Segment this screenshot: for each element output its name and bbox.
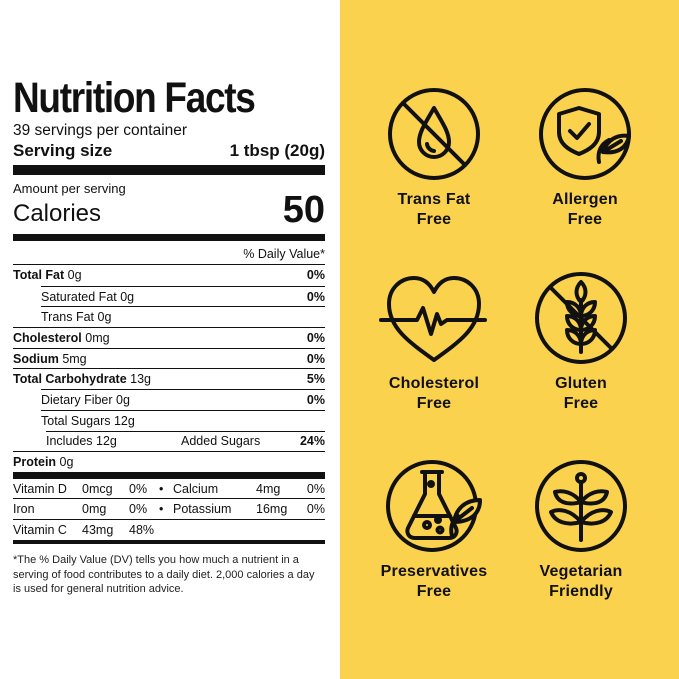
nutrient-row-trans-fat: Trans Fat 0g [41, 306, 325, 327]
badge-line2: Free [416, 211, 452, 228]
nutrition-facts-label: Nutrition Facts 39 servings per containe… [13, 74, 325, 597]
badge-line1: Vegetarian [539, 563, 623, 580]
calories-row: Calories 50 [13, 191, 325, 229]
nutrient-amount: Total Sugars 12g [41, 413, 135, 428]
cholesterol-icon [379, 276, 487, 362]
badge-vegetarian-friendly: Vegetarian Friendly [501, 458, 661, 602]
serving-size-value: 1 tbsp (20g) [229, 141, 325, 160]
vitamin-amount: 43mg [82, 523, 114, 538]
vitamin-dv: 0% [306, 481, 325, 496]
divider-thick [13, 165, 325, 175]
gluten-icon [535, 272, 627, 364]
nutrient-row-saturated-fat: Saturated Fat 0g 0% [41, 285, 325, 307]
nutrient-dv: 0% [306, 289, 325, 304]
trans-fat-icon [388, 88, 480, 180]
bullet: • [159, 502, 164, 517]
added-sugars-label: Added Sugars [181, 434, 261, 449]
bullet: • [159, 481, 164, 496]
vitamin-dv: 48% [129, 523, 155, 538]
badge-allergen-free: Allergen Free [505, 86, 665, 230]
badge-line2: Free [563, 395, 599, 412]
nutrient-dv: 5% [306, 372, 325, 387]
badges-panel: Trans Fat Free Allergen Free Cholesterol… [340, 0, 679, 679]
servings-per-container: 39 servings per container [13, 122, 188, 139]
preservatives-icon [386, 460, 482, 552]
vitamin-name: Potassium [173, 502, 232, 517]
badge-line1: Gluten [555, 375, 607, 392]
nutrient-dv: 0% [306, 351, 325, 366]
vitamin-name: Iron [13, 502, 35, 517]
badge-line1: Allergen [552, 191, 618, 208]
badge-trans-fat-free: Trans Fat Free [354, 86, 514, 230]
vitamin-dv: 0% [129, 481, 148, 496]
calories-value: 50 [282, 189, 325, 231]
nutrient-row-total-fat: Total Fat 0g 0% [13, 265, 325, 286]
nutrient-amount: 0g [56, 455, 74, 470]
badge-gluten-free: Gluten Free [501, 270, 661, 414]
nutrient-amount: 13g [126, 372, 152, 387]
vitamin-row: Vitamin D 0mcg 0% • Calcium 4mg 0% [13, 479, 325, 500]
nutrient-row-cholesterol: Cholesterol 0mg 0% [13, 327, 325, 348]
vitamin-row: Iron 0mg 0% • Potassium 16mg 0% [13, 499, 325, 520]
divider-bottom [13, 540, 325, 545]
badge-line2: Friendly [549, 583, 613, 600]
nutrient-dv: 24% [299, 434, 325, 449]
badge-preservatives-free: Preservatives Free [354, 458, 514, 602]
serving-size-label: Serving size [13, 141, 113, 160]
nutrient-dv: 0% [306, 268, 325, 283]
nutrient-row-total-carbohydrate: Total Carbohydrate 13g 5% [13, 368, 325, 389]
badge-line2: Free [567, 211, 603, 228]
nutrient-amount: 5mg [58, 351, 87, 366]
vitamin-dv: 0% [306, 502, 325, 517]
nutrient-amount: Saturated Fat 0g [41, 289, 135, 304]
nutrient-amount: 0g [64, 268, 82, 283]
badge-line1: Trans Fat [397, 191, 471, 208]
nutrient-amount: 0mg [81, 330, 110, 345]
divider-thin [13, 264, 325, 265]
nutrient-row-protein: Protein 0g [13, 451, 325, 472]
nutrient-name: Total Carbohydrate [13, 372, 127, 387]
daily-value-footnote: *The % Daily Value (DV) tells you how mu… [13, 554, 315, 596]
badge-line1: Preservatives [380, 563, 488, 580]
vitamin-amount: 16mg [256, 502, 288, 517]
nutrient-row-dietary-fiber: Dietary Fiber 0g 0% [41, 389, 325, 410]
vitamin-dv: 0% [129, 502, 148, 517]
vitamin-amount: 0mcg [82, 481, 113, 496]
badge-line2: Free [416, 583, 452, 600]
badge-line2: Free [416, 395, 452, 412]
divider-medium [13, 234, 325, 241]
nutrient-name: Cholesterol [13, 330, 82, 345]
vitamin-row: Vitamin C 43mg 48% [13, 520, 325, 541]
vitamin-amount: 4mg [256, 481, 281, 496]
vitamin-name: Calcium [173, 481, 219, 496]
daily-value-header: % Daily Value* [243, 247, 325, 261]
amount-per-serving: Amount per serving [13, 181, 126, 196]
serving-size-row: Serving size 1 tbsp (20g) [13, 140, 325, 162]
vitamin-name: Vitamin C [13, 523, 67, 538]
divider-vitamins [13, 471, 325, 479]
badge-cholesterol-free: Cholesterol Free [354, 270, 514, 414]
nutrient-name: Protein [13, 455, 57, 470]
nutrient-row-total-sugars: Total Sugars 12g [41, 409, 325, 431]
nutrient-amount: Trans Fat 0g [41, 310, 112, 325]
nutrient-row-sodium: Sodium 5mg 0% [13, 347, 325, 369]
allergen-icon [539, 88, 631, 180]
nutrient-dv: 0% [306, 330, 325, 345]
calories-label: Calories [13, 200, 102, 227]
nutrient-dv: 0% [306, 392, 325, 407]
nutrient-amount: Includes 12g [46, 434, 117, 449]
badge-line1: Cholesterol [388, 375, 480, 392]
vitamin-amount: 0mg [82, 502, 107, 517]
vitamin-name: Vitamin D [13, 481, 67, 496]
nutrient-row-added-sugars: Includes 12g Added Sugars 24% [46, 430, 325, 452]
label-title: Nutrition Facts [13, 74, 256, 122]
nutrient-name: Sodium [13, 351, 59, 366]
nutrient-amount: Dietary Fiber 0g [41, 392, 130, 407]
vegetarian-icon [535, 460, 627, 552]
nutrient-name: Total Fat [13, 268, 65, 283]
